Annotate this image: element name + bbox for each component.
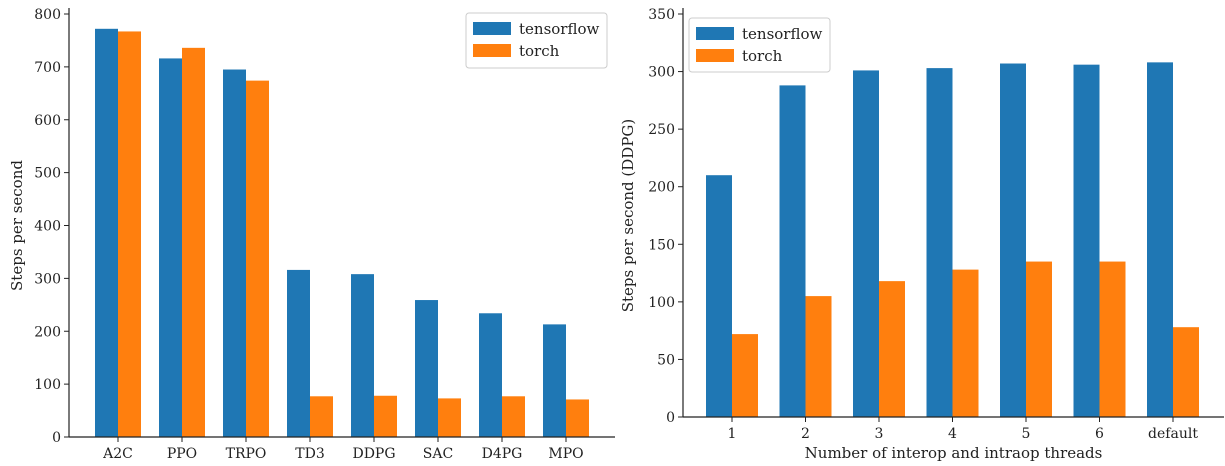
- y-tick-label: 300: [648, 65, 675, 81]
- y-axis-label: Steps per second: [8, 160, 26, 291]
- bar-tensorflow-sac: [415, 300, 438, 437]
- bar-tensorflow-2: [779, 85, 806, 417]
- bar-torch-ppo: [182, 47, 205, 438]
- y-tick-label: 400: [34, 219, 61, 235]
- bar-torch-d4pg: [502, 396, 525, 437]
- bar-tensorflow-a2c: [95, 28, 118, 438]
- bar-tensorflow-d4pg: [479, 313, 502, 437]
- bar-torch-5: [1026, 261, 1052, 417]
- y-tick-label: 300: [34, 271, 61, 287]
- x-tick-label: 1: [728, 426, 737, 442]
- y-tick-label: 50: [657, 352, 675, 368]
- bar-torch-sac: [438, 398, 461, 437]
- bar-tensorflow-trpo: [223, 69, 246, 438]
- bar-tensorflow-default: [1147, 62, 1173, 418]
- x-tick-label: SAC: [423, 446, 453, 462]
- bar-tensorflow-3: [853, 70, 879, 418]
- chart-ddpg-threads-steps-per-second: 0 50 100 150 200 250 300 350 1 2 3 4 5 6 default Steps …: [619, 7, 1224, 462]
- x-axis-label: Number of interop and intraop threads: [805, 444, 1103, 462]
- y-tick-label: 0: [666, 410, 675, 426]
- y-tick-label: 350: [648, 7, 675, 23]
- legend-swatch-torch: [473, 44, 511, 57]
- x-tick-label: 3: [875, 426, 884, 442]
- bar-tensorflow-mpo: [543, 324, 566, 437]
- bar-tensorflow-ppo: [159, 58, 182, 437]
- y-tick-label: 100: [34, 377, 61, 393]
- bar-torch-trpo: [246, 80, 269, 437]
- chart-algorithms-steps-per-second: 0 100 200 300 400 500 600 700 800 A2C PPO TRPO TD3 DD…: [8, 7, 615, 462]
- y-tick-label: 200: [648, 180, 675, 196]
- bar-torch-a2c: [118, 31, 141, 437]
- bar-tensorflow-4: [926, 68, 953, 418]
- y-tick-label: 0: [52, 430, 61, 446]
- legend: tensorflow torch: [465, 12, 608, 69]
- bar-tensorflow-5: [1000, 63, 1026, 418]
- bar-torch-1: [732, 334, 758, 417]
- legend-swatch-tensorflow: [473, 22, 511, 35]
- x-tick-label: default: [1148, 426, 1198, 442]
- bar-torch-ddpg: [374, 395, 397, 437]
- x-tick-label: 2: [801, 426, 810, 442]
- x-tick-label: PPO: [167, 446, 197, 462]
- x-tick-label: 6: [1095, 426, 1104, 442]
- x-tick-label: TD3: [295, 446, 324, 462]
- legend-label-torch: torch: [742, 47, 783, 65]
- x-tick-label: TRPO: [226, 446, 267, 462]
- y-tick-label: 500: [34, 166, 61, 182]
- x-tick-label: MPO: [548, 446, 583, 462]
- legend-label-torch: torch: [519, 42, 560, 60]
- y-tick-label: 200: [34, 324, 61, 340]
- bar-torch-default: [1173, 327, 1199, 417]
- y-tick-label: 800: [34, 7, 61, 23]
- x-tick-label: D4PG: [482, 446, 523, 462]
- legend-label-tensorflow: tensorflow: [519, 20, 600, 38]
- y-tick-label: 600: [34, 113, 61, 129]
- bar-torch-td3: [310, 396, 333, 437]
- y-tick-label: 100: [648, 295, 675, 311]
- bar-torch-6: [1099, 261, 1126, 417]
- legend-swatch-torch: [696, 49, 734, 62]
- bar-tensorflow-6: [1073, 64, 1100, 418]
- legend: tensorflow torch: [688, 17, 831, 73]
- legend-label-tensorflow: tensorflow: [742, 25, 823, 43]
- x-tick-label: A2C: [102, 446, 133, 462]
- bar-tensorflow-ddpg: [351, 274, 374, 437]
- x-tick-label: DDPG: [352, 446, 395, 462]
- legend-swatch-tensorflow: [696, 27, 734, 40]
- bar-torch-mpo: [566, 399, 589, 437]
- x-tick-label: 5: [1022, 426, 1031, 442]
- x-tick-label: 4: [948, 426, 957, 442]
- bar-torch-4: [952, 269, 979, 417]
- y-tick-label: 150: [648, 237, 675, 253]
- y-tick-label: 700: [34, 60, 61, 76]
- bar-torch-3: [879, 281, 905, 417]
- y-axis-label: Steps per second (DDPG): [619, 119, 637, 313]
- y-tick-label: 250: [648, 122, 675, 138]
- bar-tensorflow-1: [706, 175, 732, 417]
- bar-tensorflow-td3: [287, 269, 310, 437]
- bar-torch-2: [805, 296, 832, 417]
